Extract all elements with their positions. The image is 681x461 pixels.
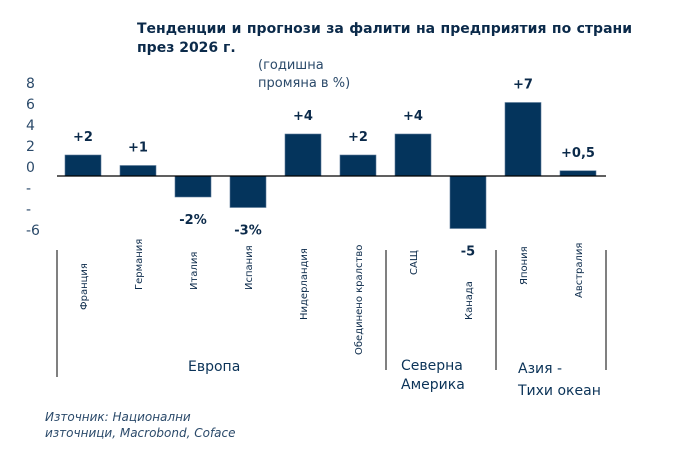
y-tick-label: -	[26, 181, 31, 197]
bar	[174, 175, 212, 198]
category-label: Нидерландия	[299, 248, 310, 320]
source-note: Източник: Национални източници, Macrobond…	[45, 409, 236, 441]
y-tick-label: -	[26, 202, 31, 218]
category-label: Япония	[519, 246, 530, 285]
category-label: САЩ	[409, 250, 420, 275]
source-line: Източник: Национални	[45, 410, 191, 424]
bar	[504, 102, 542, 177]
group-label-line: Америка	[401, 377, 465, 393]
y-tick-label: -6	[26, 223, 40, 239]
category-label: Германия	[134, 239, 145, 290]
category-label: Обединено кралство	[354, 245, 365, 355]
group-label-europe: Европа	[188, 359, 241, 375]
y-tick-label: 0	[26, 160, 35, 176]
category-label: Канада	[464, 281, 475, 320]
data-label: -3%	[234, 224, 261, 239]
data-label: +4	[293, 109, 313, 124]
bar	[119, 165, 157, 177]
y-tick-label: 4	[26, 118, 35, 134]
group-label-line: Тихи океан	[518, 383, 601, 399]
chart-title: Тенденции и прогнози за фалити на предпр…	[137, 21, 632, 56]
bar	[339, 154, 377, 177]
data-label: +0,5	[561, 146, 595, 161]
group-label-line: Северна	[401, 358, 463, 374]
chart-subtitle: (годишна промяна в %)	[258, 57, 350, 93]
category-label: Франция	[79, 263, 90, 310]
data-label: -2%	[179, 213, 206, 228]
bar	[64, 154, 102, 177]
bar	[394, 133, 432, 177]
group-label-north-america: Северна Америка	[401, 357, 465, 395]
bar	[559, 170, 597, 177]
category-label: Италия	[189, 252, 200, 290]
y-tick-label: 6	[26, 97, 35, 113]
y-tick-label: 2	[26, 139, 35, 155]
category-label: Австралия	[574, 243, 585, 298]
data-label: +1	[128, 141, 148, 156]
subtitle-line: промяна в %)	[258, 76, 351, 91]
group-label-asia-pacific: Азия - Тихи океан	[518, 358, 601, 402]
data-label: +2	[73, 130, 93, 145]
category-label: Испания	[244, 245, 255, 290]
data-label: -5	[461, 245, 475, 260]
bar	[449, 175, 487, 229]
bar	[229, 175, 267, 208]
data-label: +7	[513, 78, 533, 93]
source-line: източници, Macrobond, Coface	[45, 426, 236, 440]
data-label: +4	[403, 109, 423, 124]
y-tick-label: 8	[26, 76, 35, 92]
group-label-line: Азия -	[518, 361, 563, 377]
data-label: +2	[348, 130, 368, 145]
subtitle-line: (годишна	[258, 58, 324, 73]
bar	[284, 133, 322, 177]
